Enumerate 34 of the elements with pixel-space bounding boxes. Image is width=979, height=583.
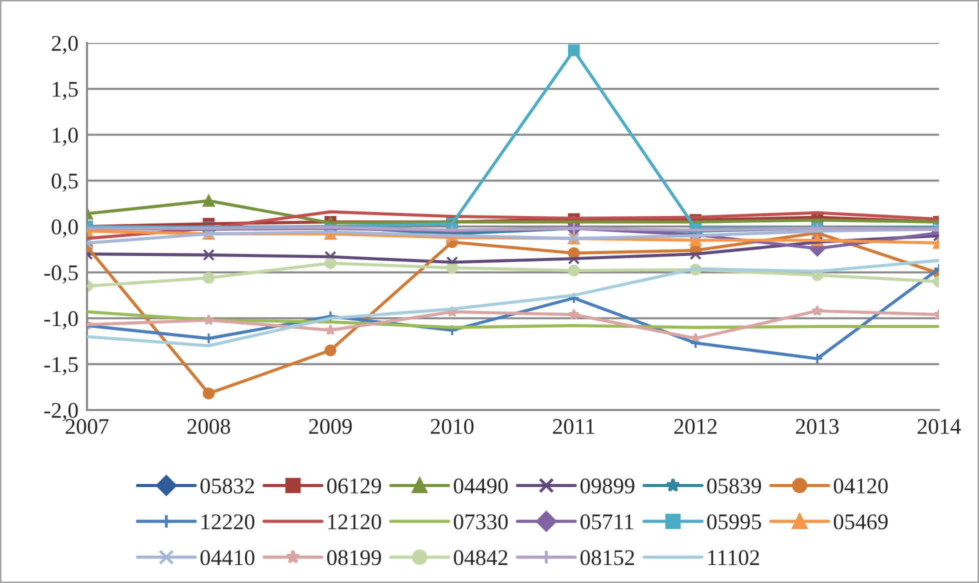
y-tick-label: -2,0 <box>44 402 78 422</box>
legend-label: 07330 <box>454 514 508 530</box>
legend-label: 08152 <box>580 550 634 566</box>
legend-label: 12220 <box>202 514 254 530</box>
y-tick-label: 1,5 <box>52 82 78 100</box>
legend-label: 05839 <box>707 478 761 494</box>
y-tick-label: 0,5 <box>52 174 78 192</box>
x-tick-label: 2007 <box>66 418 109 434</box>
x-tick-label: 2010 <box>430 418 474 434</box>
y-tick-label: 0,0 <box>52 219 78 238</box>
legend-label: 05995 <box>707 514 762 530</box>
x-tick-label: 2011 <box>553 418 594 434</box>
legend-label: 08199 <box>327 550 381 566</box>
x-tick-label: 2008 <box>187 418 230 434</box>
legend-label: 05469 <box>834 514 888 530</box>
legend-label: 04842 <box>454 550 508 566</box>
legend-label: 04490 <box>454 478 508 494</box>
x-tick-label: 2009 <box>309 418 352 434</box>
legend-label: 05711 <box>580 514 634 530</box>
y-tick-label: -0,5 <box>44 265 78 284</box>
x-tick-label: 2012 <box>674 418 717 434</box>
x-tick-label: 2013 <box>796 418 839 434</box>
y-tick-label: -1,5 <box>44 357 78 376</box>
legend-label: 04120 <box>834 478 888 494</box>
y-tick-label: 1,0 <box>52 128 78 146</box>
legend-label: 05832 <box>200 478 254 494</box>
x-tick-label: 2014 <box>918 418 961 434</box>
legend-label: 12120 <box>328 514 382 530</box>
y-tick-label: 2,0 <box>52 36 78 54</box>
legend-label: 09899 <box>580 478 634 494</box>
legend-label: 06129 <box>327 478 381 494</box>
legend-label: 11102 <box>708 550 759 566</box>
y-tick-label: -1,0 <box>44 311 78 330</box>
legend-label: 04410 <box>200 550 254 566</box>
